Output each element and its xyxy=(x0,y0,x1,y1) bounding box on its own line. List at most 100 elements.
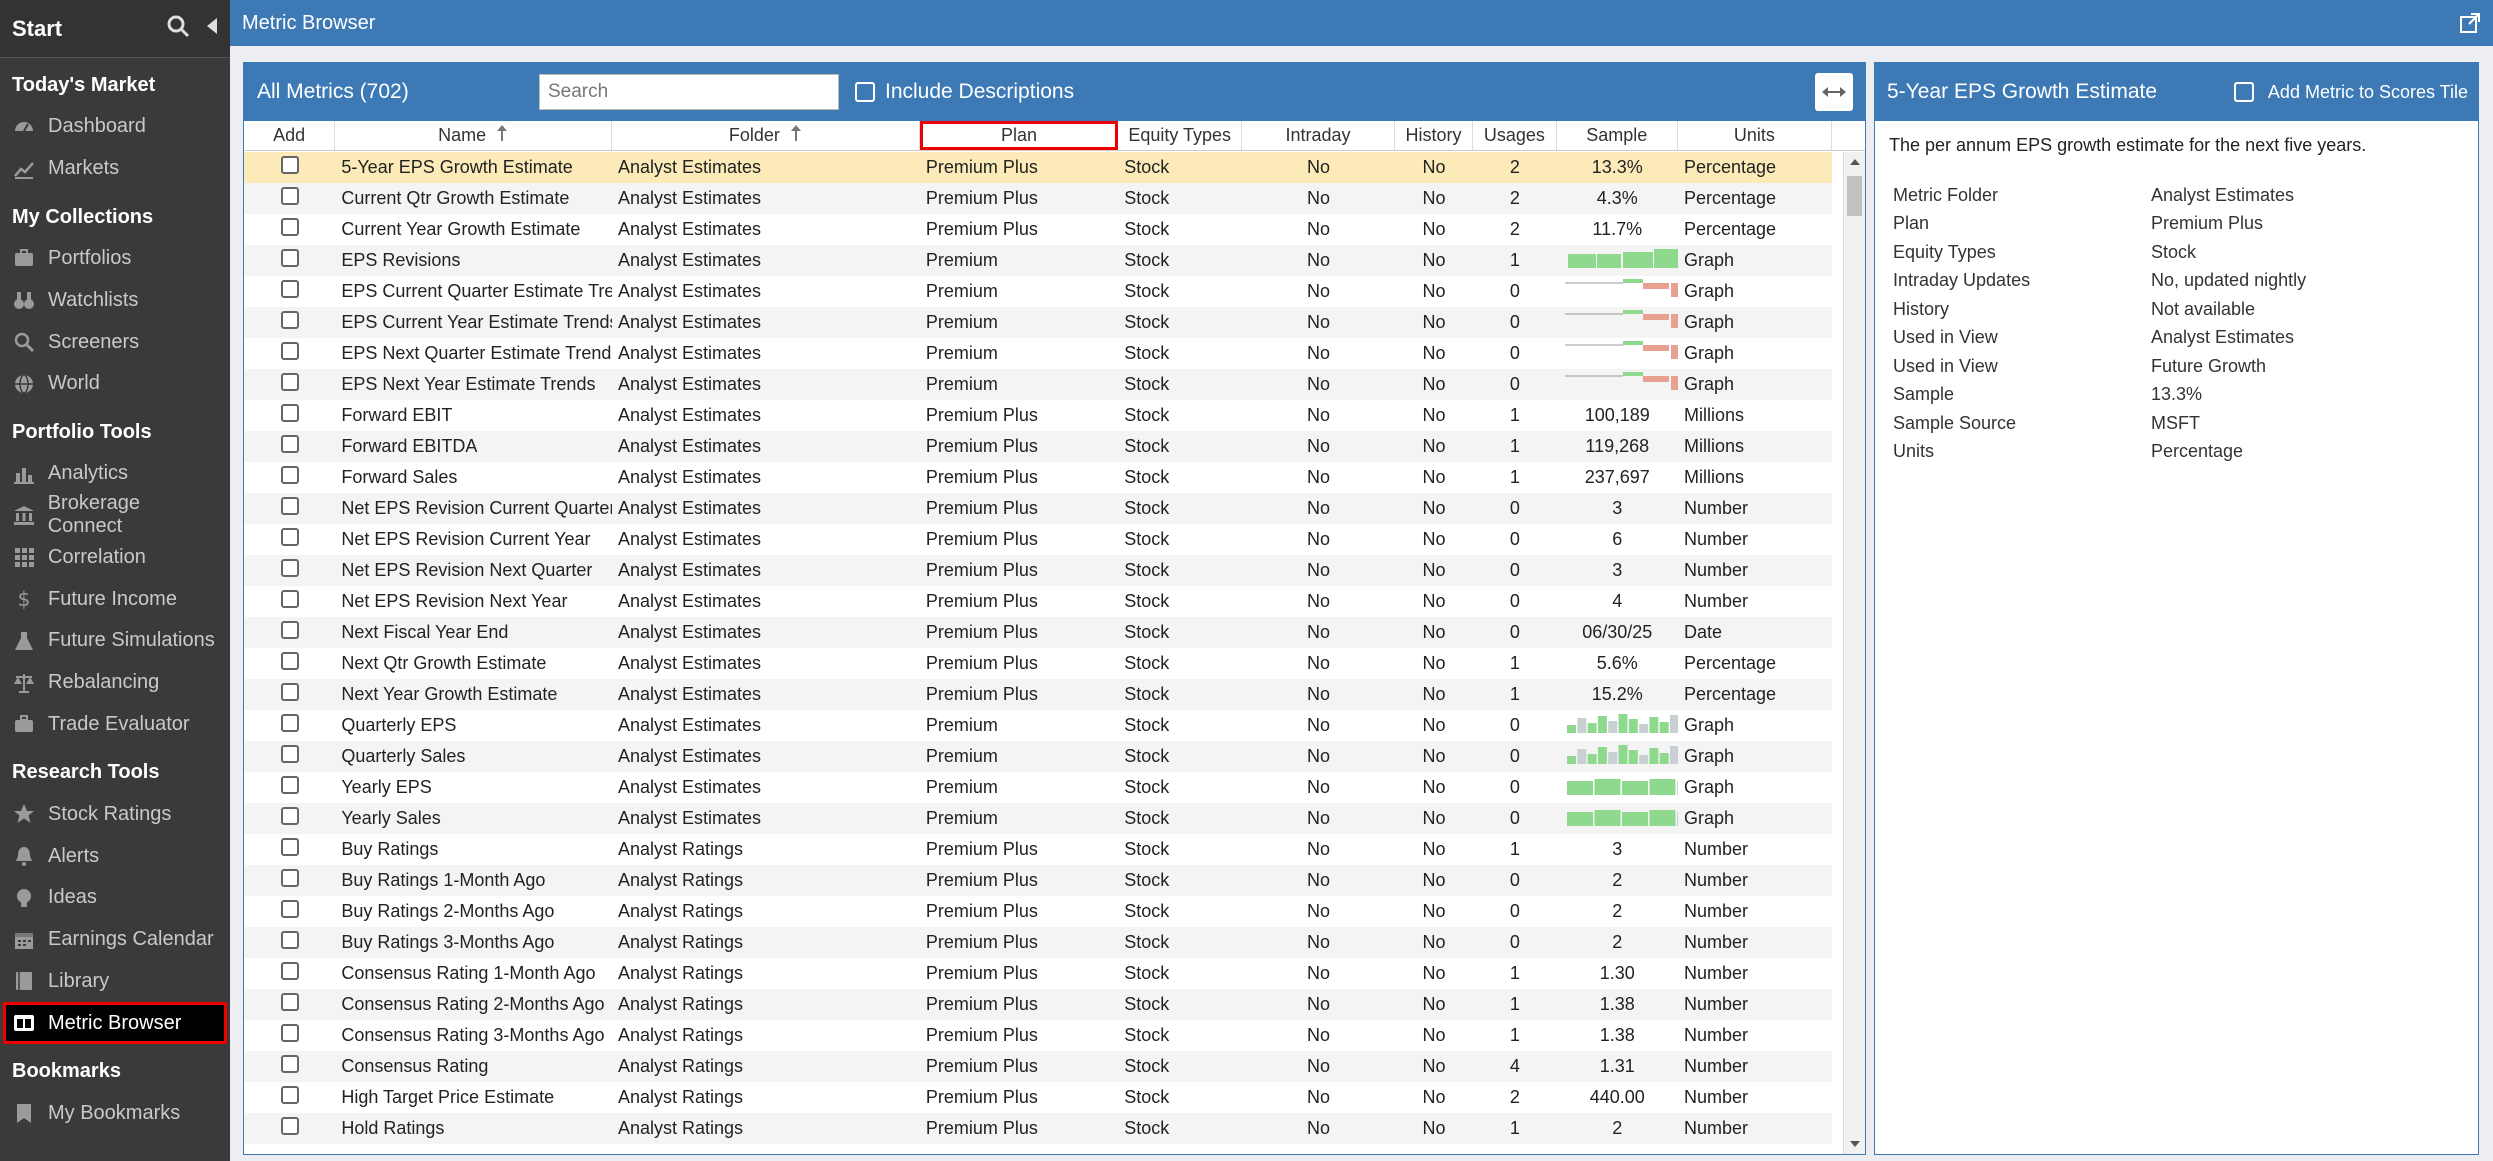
cell-add[interactable] xyxy=(244,590,335,613)
add-metric-checkbox[interactable] xyxy=(280,342,299,360)
add-to-scores-toggle[interactable]: Add Metric to Scores Tile xyxy=(2233,82,2468,103)
cell-add[interactable] xyxy=(244,1117,335,1140)
table-row[interactable]: Forward EBITDA Analyst Estimates Premium P… xyxy=(244,431,1832,462)
add-metric-checkbox[interactable] xyxy=(280,373,299,391)
add-metric-checkbox[interactable] xyxy=(280,249,299,267)
include-descriptions-toggle[interactable]: Include Descriptions xyxy=(855,80,1074,104)
cell-add[interactable] xyxy=(244,838,335,861)
cell-add[interactable] xyxy=(244,559,335,582)
table-row[interactable]: Current Qtr Growth Estimate Analyst Estim… xyxy=(244,183,1832,214)
add-metric-checkbox[interactable] xyxy=(280,187,299,205)
search-icon[interactable] xyxy=(166,14,190,43)
add-metric-checkbox[interactable] xyxy=(280,311,299,329)
cell-add[interactable] xyxy=(244,621,335,644)
column-header-name[interactable]: Name xyxy=(335,121,612,150)
add-metric-checkbox[interactable] xyxy=(280,1117,299,1135)
column-header-intraday[interactable]: Intraday xyxy=(1242,121,1395,150)
search-input[interactable] xyxy=(539,74,839,110)
sort-ascending-icon[interactable] xyxy=(496,124,508,148)
table-row[interactable]: Consensus Rating 1-Month Ago Analyst Rati… xyxy=(244,958,1832,989)
add-metric-checkbox[interactable] xyxy=(280,962,299,980)
cell-add[interactable] xyxy=(244,714,335,737)
table-row[interactable]: Consensus Rating Analyst Ratings Premium P… xyxy=(244,1051,1832,1082)
scrollbar-thumb[interactable] xyxy=(1847,176,1862,216)
sidebar-item-metric-browser[interactable]: Metric Browser xyxy=(3,1002,227,1045)
table-row[interactable]: Buy Ratings Analyst Ratings Premium Plus St… xyxy=(244,834,1832,865)
column-header-sample[interactable]: Sample xyxy=(1557,121,1678,150)
add-metric-checkbox[interactable] xyxy=(280,931,299,949)
sidebar-item-my-bookmarks[interactable]: My Bookmarks xyxy=(0,1092,230,1134)
table-row[interactable]: Consensus Rating 2-Months Ago Analyst Rat… xyxy=(244,989,1832,1020)
cell-add[interactable] xyxy=(244,466,335,489)
sidebar-item-library[interactable]: Library xyxy=(0,961,230,1003)
sidebar-item-correlation[interactable]: Correlation xyxy=(0,536,230,578)
sidebar-item-portfolios[interactable]: Portfolios xyxy=(0,238,230,280)
add-metric-checkbox[interactable] xyxy=(280,745,299,763)
expand-button[interactable] xyxy=(1815,73,1853,111)
cell-add[interactable] xyxy=(244,807,335,830)
table-row[interactable]: Buy Ratings 3-Months Ago Analyst Ratings P… xyxy=(244,927,1832,958)
sidebar-item-stock-ratings[interactable]: Stock Ratings xyxy=(0,793,230,835)
add-metric-checkbox[interactable] xyxy=(280,218,299,236)
add-metric-checkbox[interactable] xyxy=(280,993,299,1011)
cell-add[interactable] xyxy=(244,1055,335,1078)
add-metric-checkbox[interactable] xyxy=(280,590,299,608)
cell-add[interactable] xyxy=(244,373,335,396)
column-header-folder[interactable]: Folder xyxy=(612,121,920,150)
table-row[interactable]: Yearly Sales Analyst Estimates Premium Stoc… xyxy=(244,803,1832,834)
add-metric-checkbox[interactable] xyxy=(280,900,299,918)
cell-add[interactable] xyxy=(244,311,335,334)
sort-ascending-icon[interactable] xyxy=(790,124,802,148)
sidebar-item-future-simulations[interactable]: Future Simulations xyxy=(0,620,230,662)
cell-add[interactable] xyxy=(244,900,335,923)
cell-add[interactable] xyxy=(244,683,335,706)
add-metric-checkbox[interactable] xyxy=(280,1086,299,1104)
table-row[interactable]: Consensus Rating 3-Months Ago Analyst Rat… xyxy=(244,1020,1832,1051)
table-row[interactable]: Next Year Growth Estimate Analyst Estimat… xyxy=(244,679,1832,710)
cell-add[interactable] xyxy=(244,156,335,179)
cell-add[interactable] xyxy=(244,497,335,520)
sidebar-item-trade-evaluator[interactable]: Trade Evaluator xyxy=(0,704,230,746)
table-row[interactable]: Yearly EPS Analyst Estimates Premium Stock N… xyxy=(244,772,1832,803)
add-metric-checkbox[interactable] xyxy=(280,528,299,546)
table-row[interactable]: Buy Ratings 1-Month Ago Analyst Ratings Pr… xyxy=(244,865,1832,896)
table-row[interactable]: Forward Sales Analyst Estimates Premium Pl… xyxy=(244,462,1832,493)
add-metric-checkbox[interactable] xyxy=(280,714,299,732)
cell-add[interactable] xyxy=(244,280,335,303)
add-metric-checkbox[interactable] xyxy=(280,838,299,856)
cell-add[interactable] xyxy=(244,993,335,1016)
table-row[interactable]: Buy Ratings 2-Months Ago Analyst Ratings P… xyxy=(244,896,1832,927)
add-metric-checkbox[interactable] xyxy=(280,869,299,887)
cell-add[interactable] xyxy=(244,435,335,458)
sidebar-item-analytics[interactable]: Analytics xyxy=(0,453,230,495)
include-descriptions-checkbox[interactable] xyxy=(855,82,875,102)
table-row[interactable]: Net EPS Revision Next Quarter Analyst Est… xyxy=(244,555,1832,586)
add-metric-checkbox[interactable] xyxy=(280,156,299,174)
table-row[interactable]: EPS Next Year Estimate Trends Analyst Est… xyxy=(244,369,1832,400)
cell-add[interactable] xyxy=(244,249,335,272)
sidebar-item-rebalancing[interactable]: Rebalancing xyxy=(0,662,230,704)
add-metric-checkbox[interactable] xyxy=(280,1055,299,1073)
add-metric-checkbox[interactable] xyxy=(280,280,299,298)
cell-add[interactable] xyxy=(244,1086,335,1109)
cell-add[interactable] xyxy=(244,218,335,241)
table-row[interactable]: Next Fiscal Year End Analyst Estimates Pre… xyxy=(244,617,1832,648)
sidebar-item-alerts[interactable]: Alerts xyxy=(0,835,230,877)
sidebar-item-world[interactable]: World xyxy=(0,363,230,405)
cell-add[interactable] xyxy=(244,931,335,954)
cell-add[interactable] xyxy=(244,962,335,985)
add-to-scores-checkbox[interactable] xyxy=(2233,82,2254,102)
sidebar-item-brokerage-connect[interactable]: Brokerage Connect xyxy=(0,492,230,537)
cell-add[interactable] xyxy=(244,187,335,210)
column-header-usages[interactable]: Usages xyxy=(1473,121,1557,150)
add-metric-checkbox[interactable] xyxy=(280,776,299,794)
table-row[interactable]: Next Qtr Growth Estimate Analyst Estimate… xyxy=(244,648,1832,679)
cell-add[interactable] xyxy=(244,652,335,675)
table-row[interactable]: EPS Current Year Estimate Trends Analyst … xyxy=(244,307,1832,338)
cell-add[interactable] xyxy=(244,1024,335,1047)
table-row[interactable]: EPS Current Quarter Estimate TrendsAnaly… xyxy=(244,276,1832,307)
add-metric-checkbox[interactable] xyxy=(280,466,299,484)
table-row[interactable]: Quarterly Sales Analyst Estimates Premium S… xyxy=(244,741,1832,772)
sidebar-item-watchlists[interactable]: Watchlists xyxy=(0,279,230,321)
add-metric-checkbox[interactable] xyxy=(280,807,299,825)
